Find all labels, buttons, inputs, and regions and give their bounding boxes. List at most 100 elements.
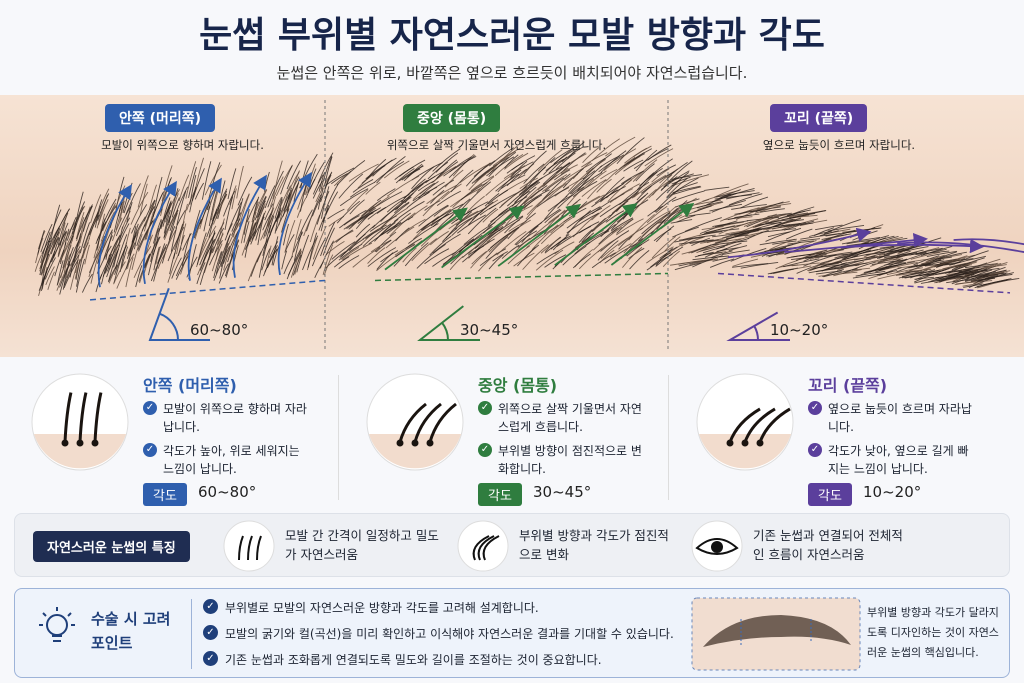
card-points: 위쪽으로 살짝 기울면서 자연스럽게 흐릅니다. 부위별 방향이 점진적으로 변화… [478, 400, 643, 484]
hair [368, 196, 390, 213]
hair [695, 199, 721, 206]
icon-hair [398, 402, 427, 443]
hair [515, 230, 538, 246]
hair [955, 280, 993, 285]
tips-list: 부위별로 모발의 자연스러운 방향과 각도를 고려해 설계합니다. 모발의 굵기와… [203, 599, 674, 677]
hair [498, 215, 524, 232]
hair [449, 255, 464, 271]
hair [919, 269, 941, 277]
hair-icon [696, 373, 794, 471]
tips-note: 부위별 방향과 각도가 달라지도록 디자인하는 것이 자연스러운 눈썹의 핵심입… [867, 606, 999, 659]
hair [674, 236, 704, 243]
hair [270, 176, 284, 207]
hair [336, 200, 361, 224]
icon-hair [413, 402, 442, 443]
features: 자연스러운 눈썹의 특징 모발 간 간격이 일정하고 밀도가 자연스러움 부위별 … [14, 513, 1010, 577]
hair [404, 242, 429, 267]
hair [928, 277, 956, 283]
hair [213, 251, 222, 279]
hair [746, 216, 774, 228]
hair [96, 194, 108, 229]
hair [547, 194, 574, 212]
hair [272, 246, 280, 266]
card-divider [668, 375, 669, 500]
hair [182, 203, 188, 226]
hair [212, 188, 228, 220]
hair [494, 153, 524, 176]
hair [892, 253, 911, 261]
direction-arrow [554, 203, 638, 266]
hair [322, 227, 335, 256]
hair [266, 245, 272, 267]
hair [199, 248, 213, 285]
hair [523, 163, 545, 184]
hair [156, 244, 168, 264]
hair [193, 218, 202, 239]
hair [522, 244, 549, 270]
angle-badge: 각도 [478, 483, 522, 506]
hair [923, 258, 960, 271]
hair [715, 190, 755, 198]
hair [411, 238, 437, 262]
icon-skin [699, 434, 791, 469]
hair [115, 206, 132, 237]
hair [653, 228, 672, 242]
hair [375, 239, 392, 253]
hair [728, 193, 763, 206]
feature-icon [223, 520, 275, 572]
hair [422, 190, 450, 217]
hair [81, 273, 93, 293]
hair [361, 165, 386, 184]
hair [519, 177, 539, 189]
hair [255, 212, 265, 241]
hair [162, 202, 172, 227]
hair [339, 209, 367, 229]
hair [605, 156, 636, 182]
hair [548, 156, 568, 174]
hair [523, 189, 550, 206]
hair [684, 217, 722, 232]
hair [40, 223, 53, 253]
hair [757, 203, 792, 210]
hair [636, 172, 655, 191]
hair [507, 212, 536, 240]
hair [591, 252, 617, 269]
tip-point: 모발의 굵기와 컬(곡선)을 미리 확인하고 이식해야 자연스러운 결과를 기대… [203, 625, 674, 642]
hair [155, 246, 161, 265]
hair [115, 206, 124, 231]
hair [755, 213, 791, 221]
hair [76, 211, 85, 238]
hair [331, 173, 348, 185]
icon-hair [743, 407, 776, 443]
hair [40, 253, 50, 276]
hair [670, 174, 703, 180]
direction-arrow [384, 207, 468, 271]
hair [646, 205, 668, 224]
hair [454, 217, 473, 230]
feature-hair [477, 535, 495, 561]
hair [69, 262, 79, 290]
hair [828, 262, 868, 270]
hair [784, 220, 815, 231]
hair [84, 244, 90, 265]
hair [673, 186, 702, 195]
hair [269, 241, 279, 258]
hair [338, 173, 364, 199]
hair [444, 169, 464, 188]
hair [263, 245, 278, 277]
hair [827, 225, 865, 232]
hair [467, 207, 497, 235]
hair [181, 233, 191, 266]
hair [487, 226, 519, 251]
hair [734, 213, 760, 218]
hair [670, 260, 704, 266]
hair [600, 230, 630, 252]
hair [224, 196, 234, 230]
hair [73, 233, 82, 263]
hair [309, 214, 321, 243]
icon-root [741, 439, 749, 447]
hair [702, 231, 723, 236]
hair [319, 240, 334, 269]
hair [823, 268, 858, 278]
hair [678, 234, 716, 241]
